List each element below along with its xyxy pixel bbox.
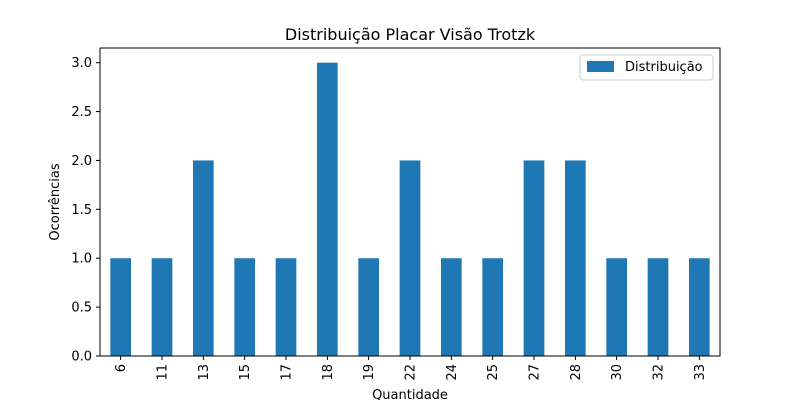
x-tick-label: 13 <box>197 364 212 381</box>
bar-17 <box>275 258 297 356</box>
x-tick-label: 17 <box>280 364 295 381</box>
x-tick-label: 28 <box>569 364 584 381</box>
bar-19 <box>358 258 379 356</box>
y-axis-label: Ocorrências <box>48 163 63 240</box>
bar-6 <box>110 258 131 356</box>
bar-18 <box>317 62 338 357</box>
bar-22 <box>399 160 421 356</box>
x-tick-label: 30 <box>610 364 625 381</box>
y-tick-label: 0.5 <box>71 301 92 316</box>
y-axis: 0.0 0.5 1.0 1.5 2.0 2.5 3.0 <box>71 56 100 365</box>
y-tick-label: 3.0 <box>71 56 92 71</box>
legend: Distribuição <box>579 54 714 81</box>
x-tick-label: 18 <box>321 364 336 381</box>
x-tick-label: 15 <box>238 364 253 381</box>
bar-13 <box>193 160 214 356</box>
y-tick-label: 1.5 <box>71 203 92 218</box>
x-axis: 6 11 13 15 17 18 19 22 24 25 27 28 30 32 33 <box>114 356 708 381</box>
y-tick-label: 0.0 <box>71 350 92 365</box>
y-tick-label: 2.5 <box>71 105 92 120</box>
x-tick-label: 24 <box>445 364 460 381</box>
bars-group <box>110 62 710 357</box>
y-tick-label: 1.0 <box>71 252 92 267</box>
bar-32 <box>647 258 669 356</box>
x-tick-label: 27 <box>528 364 543 381</box>
x-tick-label: 22 <box>404 364 419 381</box>
bar-28 <box>565 160 586 356</box>
bar-24 <box>441 258 462 356</box>
x-tick-label: 19 <box>362 364 377 381</box>
plot-frame <box>99 47 721 357</box>
x-tick-label: 25 <box>486 364 501 381</box>
legend-swatch <box>587 61 614 72</box>
chart-title: Distribuição Placar Visão Trotzk <box>285 25 536 44</box>
legend-label: Distribuição <box>625 60 703 75</box>
bar-33 <box>689 258 710 356</box>
x-axis-label: Quantidade <box>372 388 448 400</box>
x-tick-label: 6 <box>114 364 129 372</box>
bar-15 <box>234 258 255 356</box>
x-tick-label: 11 <box>156 364 171 381</box>
x-tick-label: 32 <box>652 364 667 381</box>
x-tick-label: 33 <box>693 364 708 381</box>
bar-30 <box>606 258 627 356</box>
y-tick-label: 2.0 <box>71 154 92 169</box>
bar-11 <box>151 258 173 356</box>
bar-25 <box>482 258 503 356</box>
bar-27 <box>523 160 545 356</box>
